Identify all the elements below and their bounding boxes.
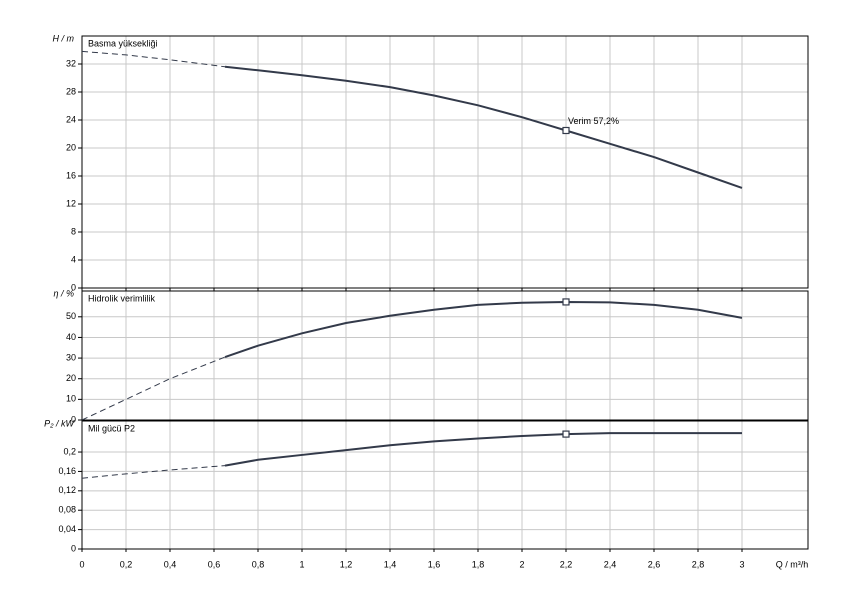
y-axis-label: η / % — [53, 288, 74, 298]
operating-point — [562, 298, 570, 306]
curve — [81, 50, 226, 68]
curve — [81, 465, 226, 479]
y-tick-label: 8 — [71, 226, 76, 236]
x-tick-label: 2,2 — [560, 559, 573, 569]
y-tick-label: 28 — [66, 86, 76, 96]
y-tick-label: 0,08 — [58, 505, 76, 515]
curve — [81, 356, 226, 421]
panel-title: Basma yüksekliği — [88, 38, 158, 48]
x-tick-label: 0,4 — [164, 559, 177, 569]
plot-frame — [81, 420, 809, 550]
x-tick-label: 0,2 — [120, 559, 133, 569]
y-tick-label: 30 — [66, 352, 76, 362]
x-tick-label: 2,6 — [648, 559, 661, 569]
x-tick-label: 1,4 — [384, 559, 397, 569]
y-tick-label: 0 — [71, 543, 76, 553]
plot-frame — [81, 35, 809, 289]
curve — [224, 300, 743, 358]
x-tick-label: 1,8 — [472, 559, 485, 569]
y-tick-label: 20 — [66, 373, 76, 383]
y-tick-label: 0,16 — [58, 466, 76, 476]
panel-title: Mil gücü P2 — [88, 423, 135, 433]
x-axis-label: Q / m³/h — [776, 559, 809, 569]
y-axis-label: P₂ / kW — [44, 418, 75, 428]
x-tick-label: 3 — [739, 559, 744, 569]
y-tick-label: 40 — [66, 332, 76, 342]
y-tick-label: 10 — [66, 394, 76, 404]
x-tick-label: 0,6 — [208, 559, 221, 569]
y-tick-label: 0 — [71, 414, 76, 424]
operating-point — [562, 430, 570, 438]
y-tick-label: 24 — [66, 114, 76, 124]
y-tick-label: 20 — [66, 142, 76, 152]
curve — [224, 65, 743, 189]
operating-point — [562, 126, 570, 135]
x-tick-label: 1 — [299, 559, 304, 569]
y-tick-label: 16 — [66, 170, 76, 180]
y-tick-label: 0,12 — [58, 485, 76, 495]
y-axis-label: H / m — [53, 33, 75, 43]
y-tick-label: 0,04 — [58, 524, 76, 534]
curve — [224, 432, 742, 467]
x-tick-label: 1,6 — [428, 559, 441, 569]
x-tick-label: 1,2 — [340, 559, 353, 569]
x-tick-label: 2,4 — [604, 559, 617, 569]
y-tick-label: 4 — [71, 254, 76, 264]
y-tick-label: 12 — [66, 198, 76, 208]
x-tick-label: 2,8 — [692, 559, 705, 569]
y-tick-label: 50 — [66, 311, 76, 321]
panel-title: Hidrolik verimlilik — [88, 293, 156, 303]
x-tick-label: 0 — [79, 559, 84, 569]
x-tick-label: 2 — [519, 559, 524, 569]
y-tick-label: 0 — [71, 282, 76, 292]
plot-frame — [81, 290, 809, 421]
x-tick-label: 0,8 — [252, 559, 265, 569]
operating-point-label: Verim 57,2% — [568, 116, 619, 126]
y-tick-label: 32 — [66, 58, 76, 68]
y-tick-label: 0,2 — [63, 446, 76, 456]
